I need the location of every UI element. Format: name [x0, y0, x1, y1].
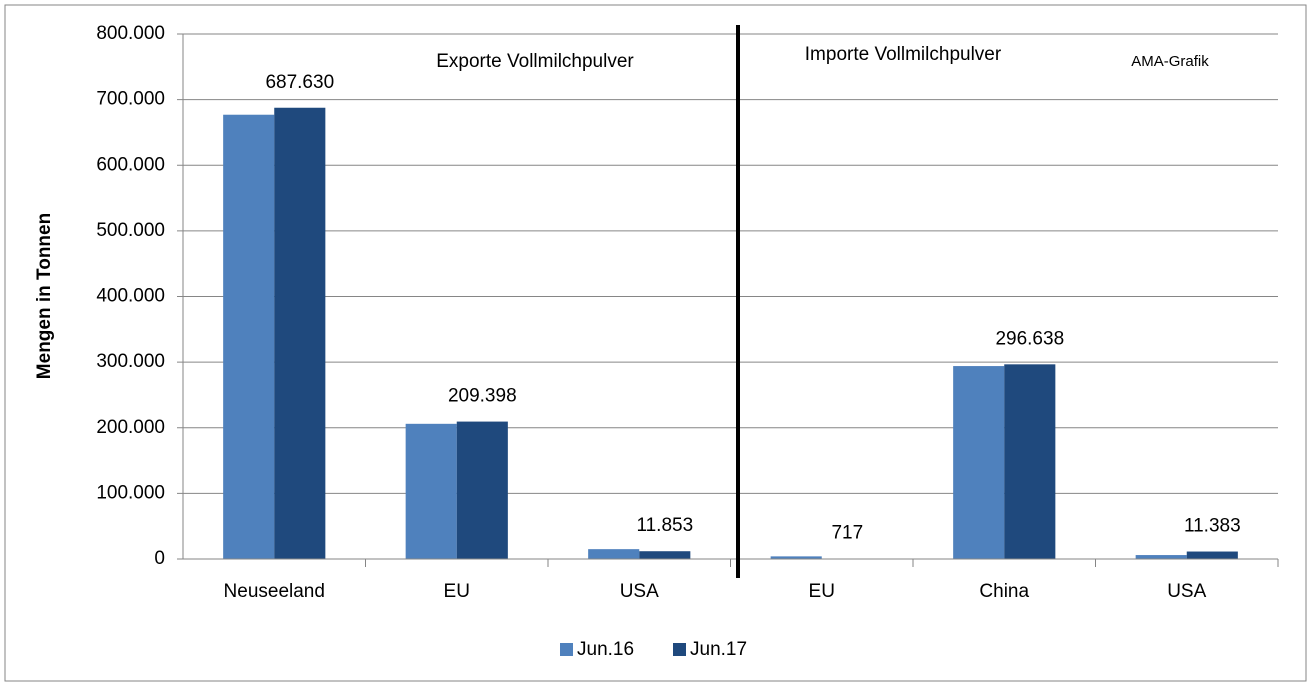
x-tick-label: USA: [620, 581, 659, 602]
bar: [223, 114, 275, 559]
y-tick-label: 100.000: [96, 482, 165, 503]
x-tick-label: Neuseeland: [224, 581, 325, 602]
bar: [456, 421, 508, 559]
annotation: Exporte Vollmilchpulver: [436, 51, 634, 72]
y-tick-label: 700.000: [96, 89, 165, 110]
x-tick-label: EU: [444, 581, 470, 602]
annotation: Importe Vollmilchpulver: [805, 44, 1002, 65]
value-label: 209.398: [448, 386, 517, 407]
y-axis-label: Mengen in Tonnen: [34, 213, 55, 379]
bar: [405, 423, 457, 559]
bar: [588, 549, 640, 559]
bar: [770, 556, 822, 559]
bar: [639, 551, 691, 559]
x-tick-label: China: [979, 581, 1029, 602]
legend-swatch: [560, 643, 573, 656]
value-label: 296.638: [995, 328, 1064, 349]
value-label: 11.853: [636, 515, 693, 536]
annotation: AMA-Grafik: [1131, 53, 1209, 70]
bar: [274, 107, 326, 560]
value-label: 11.383: [1184, 516, 1241, 537]
y-tick-label: 300.000: [96, 351, 165, 372]
bar: [1186, 551, 1238, 559]
x-tick-label: USA: [1167, 581, 1206, 602]
bar: [953, 366, 1005, 559]
y-tick-label: 800.000: [96, 23, 165, 44]
y-tick-label: 0: [154, 548, 165, 569]
legend-swatch: [673, 643, 686, 656]
legend-label: Jun.17: [690, 639, 747, 660]
bar: [1135, 555, 1187, 559]
value-label: 717: [831, 523, 863, 544]
value-label: 687.630: [265, 72, 334, 93]
x-tick-label: EU: [809, 581, 835, 602]
chart-border: [4, 4, 1307, 682]
bar: [1004, 364, 1056, 559]
y-tick-label: 400.000: [96, 286, 165, 307]
legend-label: Jun.16: [577, 639, 634, 660]
y-tick-label: 500.000: [96, 220, 165, 241]
y-tick-label: 200.000: [96, 417, 165, 438]
y-tick-label: 600.000: [96, 154, 165, 175]
